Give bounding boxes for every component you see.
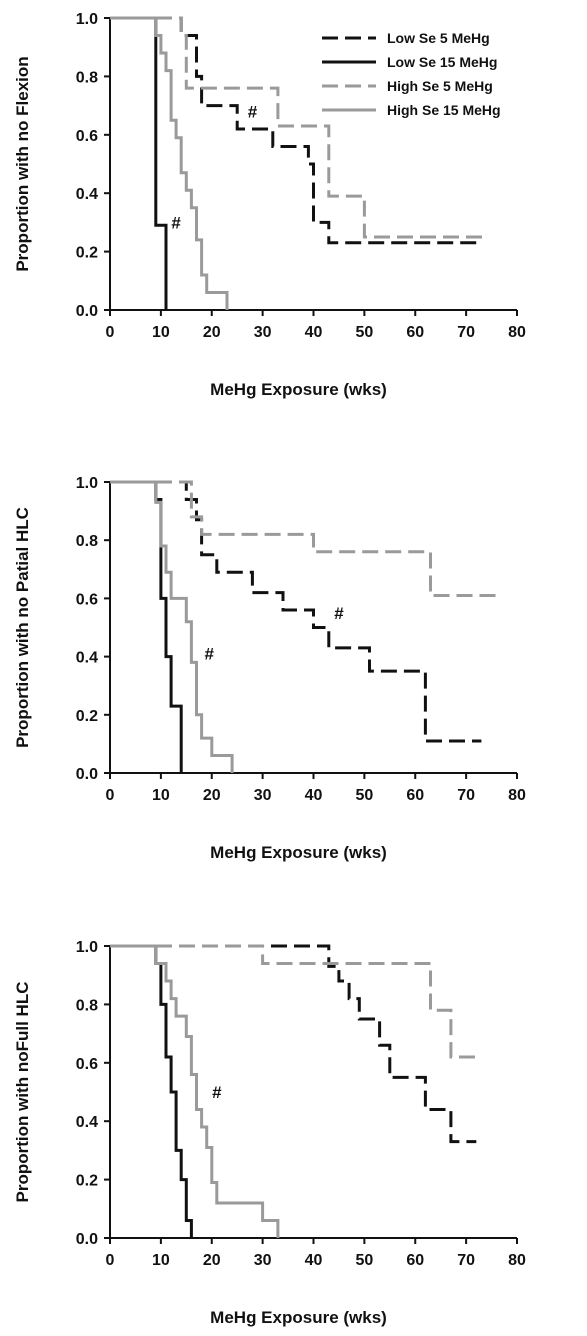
panel-1-x-tick-label: 60 <box>406 324 424 341</box>
panel-2-x-tick-label: 70 <box>457 787 475 804</box>
panel-2-x-tick-label: 20 <box>203 787 221 804</box>
panel-2-series-high-se-5-mehg-line <box>110 480 497 597</box>
panel-3-x-axis-title: MeHg Exposure (wks) <box>210 1308 387 1327</box>
panel-3-y-tick-label: 0.6 <box>76 1056 98 1073</box>
panel-2-series-high-se-15-mehg-line <box>110 480 234 773</box>
panel-1-y-tick-label: 0.8 <box>76 69 98 86</box>
panel-3-x-tick-label: 0 <box>106 1252 115 1269</box>
panel-2-x-tick-label: 50 <box>355 787 373 804</box>
legend-label: High Se 5 MeHg <box>387 78 493 94</box>
panel-1-y-tick-label: 0.2 <box>76 245 98 262</box>
panel-3-series-low-se-5-mehg-line <box>110 944 477 1144</box>
panel-3-series-low-se-15-mehg-line <box>110 944 193 1238</box>
panel-2-series-low-se-5-mehg-line <box>110 480 482 743</box>
panel-1-x-axis-title: MeHg Exposure (wks) <box>210 380 387 399</box>
panel-1-annotation: # <box>248 102 258 121</box>
legend-label: Low Se 5 MeHg <box>387 30 490 46</box>
panel-1-series-low-se-15-mehg-line <box>110 16 168 310</box>
panel-1-x-tick-label: 10 <box>152 324 170 341</box>
panel-1-x-tick-label: 40 <box>305 324 323 341</box>
panel-1-x-tick-label: 0 <box>106 324 115 341</box>
panel-3-x-tick-label: 20 <box>203 1252 221 1269</box>
panel-2-y-tick-label: 0.2 <box>76 708 98 725</box>
panel-3-y-tick-label: 0.4 <box>76 1114 98 1131</box>
panel-2-x-tick-label: 10 <box>152 787 170 804</box>
legend-label: High Se 15 MeHg <box>387 102 501 118</box>
panel-1-x-tick-label: 80 <box>508 324 526 341</box>
panel-2-y-tick-label: 0.4 <box>76 650 98 667</box>
panel-1-y-axis-title: Proportion with no Flexion <box>13 56 32 271</box>
panel-3-x-tick-label: 30 <box>254 1252 272 1269</box>
panel-1-y-tick-label: 1.0 <box>76 11 98 28</box>
panel-2-x-tick-label: 0 <box>106 787 115 804</box>
panel-3-y-axis-title: Proportion with noFull HLC <box>13 982 32 1203</box>
panel-3-x-tick-label: 50 <box>355 1252 373 1269</box>
panel-2-series-low-se-15-mehg-line <box>110 480 183 773</box>
panel-1-series-high-se-5-mehg-line <box>110 16 487 239</box>
panel-1-x-tick-label: 30 <box>254 324 272 341</box>
panel-1-x-tick-label: 50 <box>355 324 373 341</box>
panel-2-x-tick-label: 60 <box>406 787 424 804</box>
panel-3-x-tick-label: 10 <box>152 1252 170 1269</box>
panel-1-series-high-se-15-mehg-line <box>110 16 229 310</box>
panel-2-y-tick-label: 1.0 <box>76 475 98 492</box>
panel-1-x-tick-label: 70 <box>457 324 475 341</box>
panel-2-y-tick-label: 0.0 <box>76 766 98 783</box>
panel-2-x-tick-label: 80 <box>508 787 526 804</box>
panel-3-y-tick-label: 0.2 <box>76 1173 98 1190</box>
panel-2-x-tick-label: 40 <box>305 787 323 804</box>
panel-1-series-low-se-5-mehg-line <box>110 16 482 245</box>
panel-3-series-high-se-5-mehg-line <box>110 944 482 1059</box>
panel-1-annotation: # <box>171 213 181 232</box>
panel-1-x-tick-label: 20 <box>203 324 221 341</box>
panel-3-y-tick-label: 1.0 <box>76 939 98 956</box>
panel-2-annotation: # <box>204 645 214 664</box>
panel-3-y-tick-label: 0.0 <box>76 1231 98 1248</box>
panel-3-x-tick-label: 70 <box>457 1252 475 1269</box>
panel-3-series-high-se-15-mehg-line <box>110 944 280 1238</box>
panel-2-x-axis-title: MeHg Exposure (wks) <box>210 843 387 862</box>
panel-2-y-axis-title: Proportion with no Patial HLC <box>13 507 32 748</box>
panel-3-x-tick-label: 60 <box>406 1252 424 1269</box>
panel-1-y-tick-label: 0.4 <box>76 186 98 203</box>
panel-2-x-tick-label: 30 <box>254 787 272 804</box>
panel-3-annotation: # <box>212 1083 222 1102</box>
panel-2-annotation: # <box>334 604 344 623</box>
panel-2-y-tick-label: 0.8 <box>76 533 98 550</box>
panel-1-y-tick-label: 0.0 <box>76 303 98 320</box>
panel-2-y-tick-label: 0.6 <box>76 591 98 608</box>
panel-3-x-tick-label: 80 <box>508 1252 526 1269</box>
panel-3-x-tick-label: 40 <box>305 1252 323 1269</box>
panel-1-y-tick-label: 0.6 <box>76 128 98 145</box>
panel-3-y-tick-label: 0.8 <box>76 997 98 1014</box>
legend-label: Low Se 15 MeHg <box>387 54 497 70</box>
